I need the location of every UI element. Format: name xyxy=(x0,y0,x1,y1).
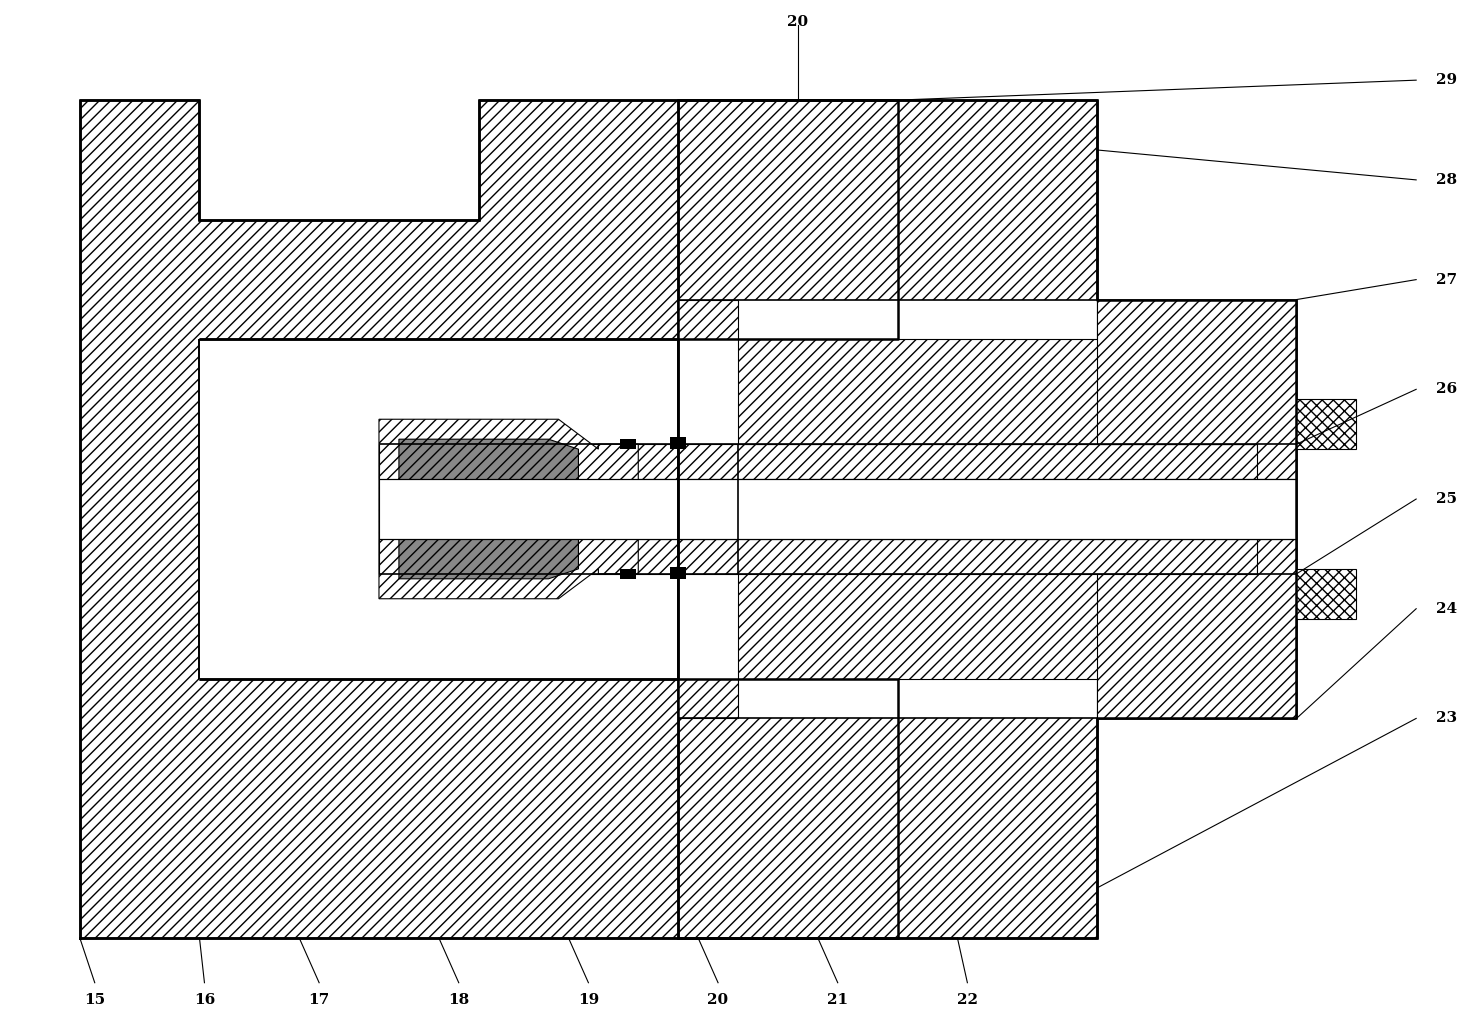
Bar xyxy=(620,439,636,449)
Text: 18: 18 xyxy=(449,993,469,1007)
Bar xyxy=(670,437,686,449)
Text: 24: 24 xyxy=(1436,602,1457,616)
Polygon shape xyxy=(677,574,1296,719)
Text: 25: 25 xyxy=(1436,492,1457,506)
Text: 20: 20 xyxy=(787,15,809,30)
Bar xyxy=(620,569,636,579)
Polygon shape xyxy=(399,439,579,579)
Text: 23: 23 xyxy=(1436,712,1457,726)
Polygon shape xyxy=(677,100,1296,938)
Text: 28: 28 xyxy=(1436,173,1457,187)
Text: 29: 29 xyxy=(1436,73,1457,88)
Text: 27: 27 xyxy=(1436,273,1457,287)
Polygon shape xyxy=(1097,299,1296,719)
Text: 16: 16 xyxy=(193,993,215,1007)
Text: 26: 26 xyxy=(1436,383,1457,396)
Polygon shape xyxy=(379,419,638,599)
Polygon shape xyxy=(677,299,1296,444)
Bar xyxy=(1256,569,1356,619)
Bar xyxy=(199,339,677,679)
Text: 20: 20 xyxy=(707,993,729,1007)
Text: 22: 22 xyxy=(956,993,979,1007)
Bar xyxy=(379,444,1296,479)
Bar xyxy=(379,479,1296,539)
Bar xyxy=(670,567,686,579)
Polygon shape xyxy=(80,100,897,938)
Bar xyxy=(677,299,1097,719)
Text: 15: 15 xyxy=(84,993,105,1007)
Bar xyxy=(379,479,1296,539)
Text: 19: 19 xyxy=(577,993,599,1007)
Bar xyxy=(1256,399,1356,449)
Text: 21: 21 xyxy=(827,993,849,1007)
Text: 17: 17 xyxy=(308,993,329,1007)
Bar xyxy=(379,539,1296,574)
